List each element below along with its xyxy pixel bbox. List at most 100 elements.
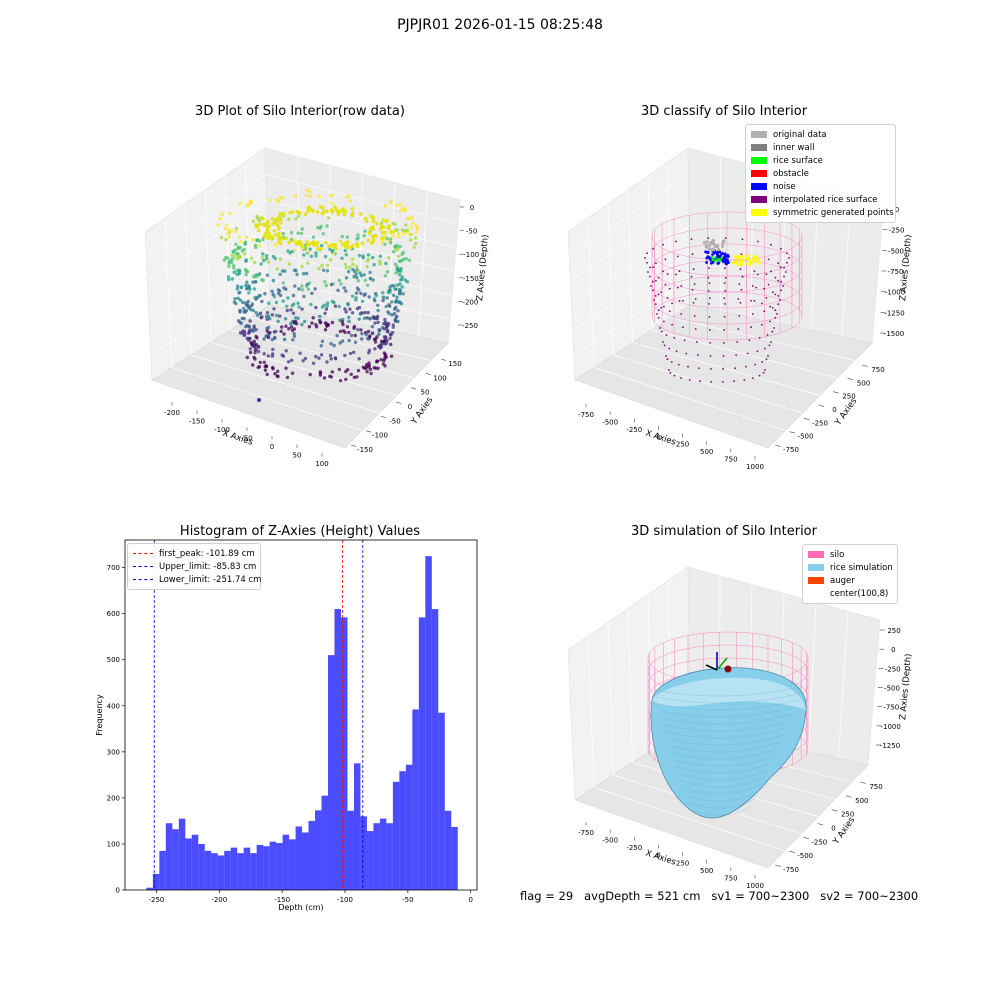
raw-point [330,320,335,325]
raw-point [303,319,307,324]
interpolated-point [649,266,651,269]
raw-point [234,226,239,231]
rice-mesh-line [671,748,778,760]
raw-point [360,337,364,341]
raw-point [255,336,259,340]
histogram-legend-swatch [133,566,153,567]
raw-point [301,246,306,251]
sim-x-label: -250 [626,844,642,852]
histogram-bar [198,843,205,890]
raw-point [295,240,299,245]
histogram-bar [412,709,419,890]
sim-z-label: 250 [887,627,900,635]
raw-point [237,271,242,276]
interpolated-point [745,365,747,368]
raw-point [347,338,351,343]
raw-point [318,314,322,319]
raw-point [278,314,282,318]
histogram-bar [243,847,251,890]
raw-point [245,235,249,239]
raw-point [234,301,238,306]
interpolated-point [652,247,655,250]
raw-y-label: 150 [448,360,461,368]
raw-point [250,237,255,242]
raw-point [378,261,382,266]
rice-mesh-line [659,706,796,718]
raw-point [329,342,333,346]
histogram-y-axis-label: Frequency [95,694,104,736]
raw-point [343,262,348,267]
raw-point [393,287,397,291]
raw-point [387,224,391,228]
raw-point [264,231,268,236]
interpolated-point [669,372,672,374]
raw-point [357,357,361,361]
raw-point [365,363,369,367]
raw-point [389,342,393,347]
noise-point [720,252,723,256]
raw-point [323,328,328,332]
histogram-bar [438,712,445,890]
raw-point [392,284,396,288]
interpolated-point [708,316,711,318]
raw-point [247,324,251,328]
interpolated-point [675,273,677,276]
raw-point [290,210,295,214]
classify-y-tick [789,431,796,434]
x-tick-label: 0 [468,896,472,904]
interpolated-point [647,271,649,273]
raw-point [224,237,228,242]
interpolated-point [662,243,664,246]
raw-point [368,317,372,321]
raw-point [287,262,292,266]
raw-point [305,240,309,244]
raw-point [284,349,288,353]
raw-point [218,217,222,221]
raw-point [308,194,313,198]
interpolated-point [748,339,751,342]
interpolated-point [663,320,665,323]
raw-point [351,262,355,266]
raw-point [306,250,311,254]
raw-point [328,353,333,358]
raw-point [345,325,350,329]
raw-point [282,286,286,290]
raw-point [255,216,260,220]
raw-point [344,369,348,374]
raw-point [365,259,370,263]
raw-point [345,195,349,199]
rice-mesh-line [683,790,760,802]
raw-point [345,235,349,239]
raw-point [384,261,388,266]
raw-point [270,289,274,293]
raw-point [232,250,236,254]
sim-x-label: 750 [724,874,737,882]
raw-point [376,320,380,325]
raw-point [349,333,354,338]
raw-point [289,231,294,235]
interpolated-point [690,238,693,241]
classify-legend-label: symmetric generated points [773,207,894,218]
histogram-bar [217,855,225,890]
raw-point [322,376,327,380]
histogram-panel-title: Histogram of Z-Axies (Height) Values [179,524,421,539]
raw-point [307,205,312,210]
raw-point [308,190,312,194]
raw-point [352,274,356,279]
raw-point [284,236,288,241]
raw-point [233,254,237,258]
raw-point [325,269,330,273]
interpolated-point [673,374,676,377]
grid-line [808,602,817,752]
interpolated-point [723,329,726,331]
raw-point [403,207,407,211]
raw-point [295,209,300,214]
rice-mesh-line [653,685,805,697]
histogram-bar [302,832,309,890]
interpolated-point [758,374,761,377]
simulation-legend-swatch [808,590,824,597]
raw-point [238,298,243,302]
histogram-legend: first_peak: -101.89 cm Upper_limit: -85.8… [127,543,261,590]
raw-point [290,358,294,362]
interpolated-point [774,316,777,319]
